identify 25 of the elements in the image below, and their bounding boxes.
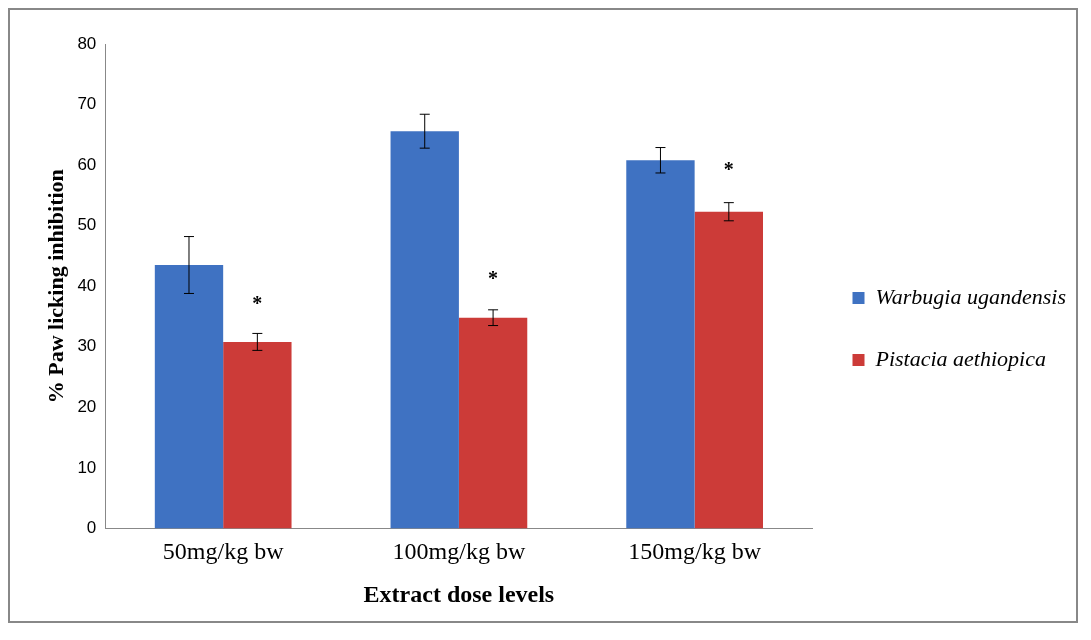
bar [223,341,292,529]
annotation: * [723,158,734,181]
legend-label: Warbugia ugandensis [875,283,1066,309]
bar [626,160,695,529]
x-tick-label: 100mg/kg bw [392,538,526,565]
y-tick-label: 20 [77,396,97,416]
y-tick-label: 80 [77,33,97,53]
legend-label: Pistacia aethiopica [874,345,1046,371]
y-tick-label: 70 [77,94,97,114]
y-tick-label: 0 [86,518,97,538]
y-tick-label: 40 [77,275,97,295]
y-tick-label: 60 [77,154,97,174]
y-tick-label: 10 [77,457,97,477]
y-axis-title: % Paw licking inhibition [42,169,68,404]
bar [458,317,528,529]
x-axis-title: Extract dose levels [363,580,555,607]
x-tick-label: 150mg/kg bw [628,538,762,565]
bar [154,265,224,529]
annotation: * [252,291,263,314]
bar [390,131,459,529]
y-tick-label: 30 [77,336,97,356]
bar [694,211,763,529]
annotation: * [488,267,499,290]
y-tick-label: 50 [77,215,97,235]
x-tick-label: 50mg/kg bw [162,538,285,565]
